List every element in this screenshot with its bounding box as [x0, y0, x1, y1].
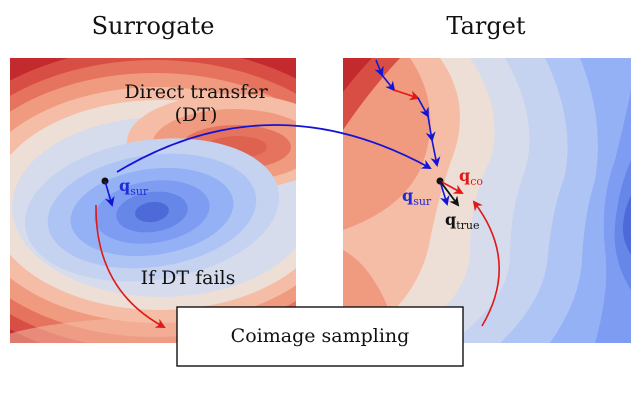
surrogate-contour-map [10, 58, 296, 343]
q-sur-label-right: qsur [402, 186, 432, 208]
q-sur-vector-right [439, 180, 450, 206]
direct-transfer-label: Direct transfer [124, 81, 268, 103]
q-true-label: qtrue [445, 210, 479, 232]
q-co-vector [439, 180, 464, 194]
dt-fails-arrow [95, 204, 166, 328]
direct-transfer-abbrev: (DT) [175, 104, 218, 126]
target-contour-map [343, 58, 631, 343]
q-sur-label-left: qsur [119, 176, 149, 198]
if-dt-fails-label: If DT fails [141, 267, 236, 289]
coimage-sampling-box [176, 306, 464, 367]
q-sur-vector-left [104, 180, 115, 207]
coimage-sampling-label: Coimage sampling [231, 325, 410, 347]
direct-transfer-arrow [116, 124, 432, 173]
surrogate-title: Surrogate [92, 12, 215, 40]
q-true-vector [439, 180, 460, 207]
target-title: Target [446, 12, 525, 40]
target-optimization-path [374, 59, 441, 167]
coimage-return-arrow [472, 200, 500, 327]
q-co-label: qco [459, 166, 483, 188]
